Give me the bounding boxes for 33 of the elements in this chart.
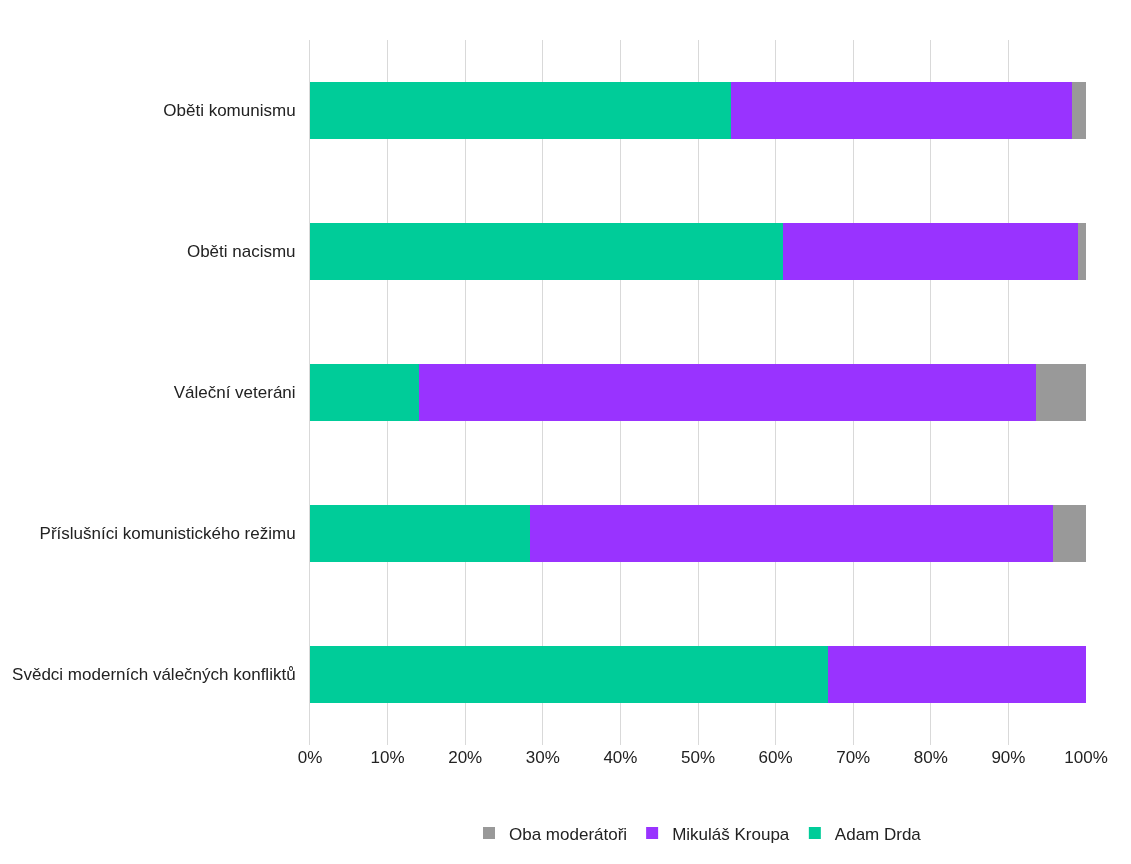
bar — [782, 223, 1079, 280]
x-tick-label: 30% — [525, 748, 560, 767]
y-tick-label: Příslušníci komunistického režimu — [39, 524, 296, 544]
bar — [827, 646, 1086, 703]
legend-label: Oba moderátoři — [509, 824, 628, 844]
bar — [1078, 223, 1086, 280]
x-tick-label: 90% — [991, 748, 1026, 767]
bar — [1052, 505, 1086, 562]
y-tick-label: Svědci moderních válečných konfliktů — [12, 665, 296, 685]
bar — [1072, 82, 1086, 139]
bar — [310, 223, 783, 280]
x-tick-label: 60% — [758, 748, 793, 767]
y-tick-label: Oběti komunismu — [163, 101, 296, 121]
x-tick-label: 10% — [370, 748, 405, 767]
legend-label: Adam Drda — [834, 824, 922, 844]
x-tick-label: 100% — [1064, 748, 1108, 767]
x-tick-label: 40% — [603, 748, 638, 767]
bar — [418, 364, 1037, 421]
bar — [1036, 364, 1086, 421]
bar — [310, 364, 419, 421]
bar — [529, 505, 1053, 562]
x-tick-label: 70% — [836, 748, 871, 767]
bar — [731, 82, 1073, 139]
legend-label: Mikuláš Kroupa — [672, 824, 790, 844]
bar — [310, 82, 732, 139]
y-tick-label: Oběti nacismu — [186, 242, 296, 262]
x-tick-label: 50% — [680, 748, 716, 767]
bar — [310, 646, 828, 703]
x-tick-label: 20% — [448, 748, 483, 767]
bar — [310, 505, 530, 562]
x-tick-label: 0% — [297, 748, 323, 767]
x-tick-label: 80% — [913, 748, 948, 767]
y-tick-label: Váleční veteráni — [173, 383, 296, 403]
